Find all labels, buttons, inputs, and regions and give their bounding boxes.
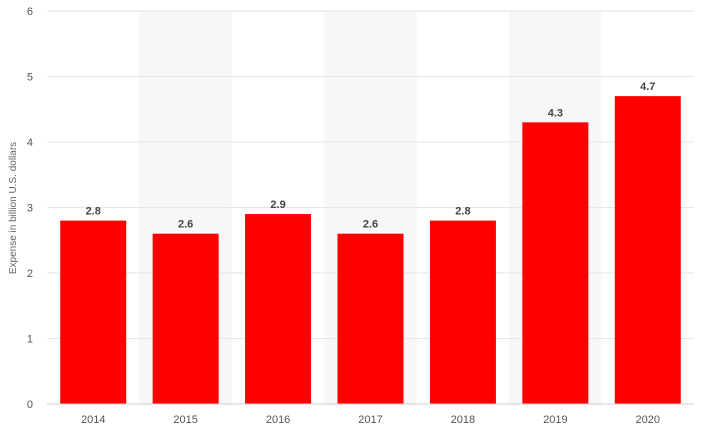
x-tick-label: 2020 [636,414,660,426]
bar-2019 [522,122,589,404]
y-tick-label: 1 [27,334,33,346]
y-tick-label: 2 [27,268,33,280]
y-tick-label: 6 [27,6,33,18]
y-tick-label: 0 [27,399,33,411]
data-label: 2.8 [455,206,470,218]
bar-2016 [245,214,312,404]
data-label: 2.9 [270,199,285,211]
y-axis-label: Expense in billion U.S. dollars [8,142,19,274]
bar-2015 [152,233,219,404]
data-label: 2.6 [178,219,193,231]
x-tick-label: 2014 [81,414,105,426]
y-tick-label: 5 [27,72,33,84]
x-tick-label: 2018 [451,414,475,426]
data-labels: 2.8 2.6 2.9 2.6 2.8 4.3 4.7 [86,81,656,231]
bar-2014 [60,220,127,404]
bar-2017 [337,233,404,404]
y-tick-label: 3 [27,203,33,215]
data-label: 2.8 [86,206,101,218]
data-label: 2.6 [363,219,378,231]
x-tick-label: 2017 [358,414,382,426]
bars [60,96,681,405]
y-tick-label: 4 [27,137,33,149]
x-tick-label: 2019 [543,414,567,426]
y-axis-ticks: 0 1 2 3 4 5 6 [27,6,33,411]
x-tick-label: 2015 [173,414,197,426]
x-axis-ticks: 2014 2015 2016 2017 2018 2019 2020 [81,414,660,426]
bar-2018 [429,220,496,404]
data-label: 4.3 [548,107,563,119]
data-label: 4.7 [640,81,655,93]
bar-2020 [614,96,681,405]
x-tick-label: 2016 [266,414,290,426]
